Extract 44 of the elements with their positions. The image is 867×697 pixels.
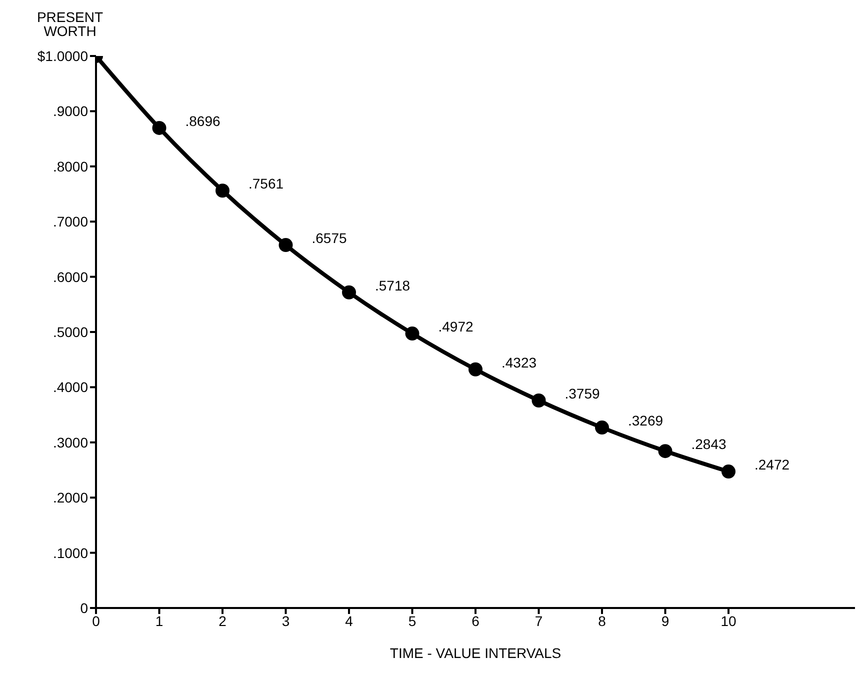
data-label: .3759 bbox=[564, 386, 600, 402]
data-label: .4323 bbox=[502, 354, 537, 370]
point bbox=[532, 394, 546, 408]
point bbox=[152, 120, 166, 135]
y-tick-label: 0 bbox=[80, 600, 88, 616]
point bbox=[278, 238, 293, 252]
x-tick-label: 5 bbox=[408, 612, 416, 629]
x-tick-label: 9 bbox=[661, 612, 670, 629]
point bbox=[342, 285, 356, 300]
point bbox=[216, 184, 230, 198]
y-tick-label: .4000 bbox=[52, 379, 88, 396]
point bbox=[595, 420, 609, 435]
point bbox=[658, 444, 672, 458]
point bbox=[405, 326, 420, 341]
data-label: .7561 bbox=[248, 176, 284, 192]
data-label: .6575 bbox=[312, 230, 347, 246]
y-tick-label: .8000 bbox=[52, 158, 88, 174]
x-tick-label: 0 bbox=[92, 612, 100, 629]
y-tick-label: .1000 bbox=[52, 544, 88, 561]
data-label: .3269 bbox=[628, 412, 664, 429]
data-label: .2472 bbox=[754, 456, 790, 473]
x-tick-label: 8 bbox=[598, 612, 606, 629]
y-tick-label: .2000 bbox=[52, 490, 88, 506]
x-tick-label: 10 bbox=[720, 612, 736, 629]
y-tick-label: .7000 bbox=[52, 214, 88, 230]
x-tick-label: 1 bbox=[155, 612, 164, 629]
x-axis-title: TIME - VALUE INTERVALS bbox=[390, 645, 562, 661]
y-tick-label: $1.0000 bbox=[37, 48, 88, 64]
data-label: .2843 bbox=[691, 436, 726, 452]
x-tick-label: 4 bbox=[345, 612, 354, 629]
point bbox=[468, 362, 482, 376]
x-tick-label: 3 bbox=[282, 612, 290, 629]
data-label: .5718 bbox=[375, 277, 410, 294]
y-axis-title: PRESENT WORTH bbox=[36, 9, 104, 39]
x-tick-label: 2 bbox=[218, 612, 227, 629]
data-label: .8696 bbox=[185, 112, 220, 129]
y-tick-label: .6000 bbox=[52, 268, 88, 285]
y-tick-label: .5000 bbox=[52, 324, 88, 340]
x-tick-label: 7 bbox=[534, 612, 543, 629]
data-label: .4972 bbox=[438, 318, 474, 335]
x-tick-label: 6 bbox=[472, 612, 480, 629]
y-tick-label: .3000 bbox=[52, 434, 88, 450]
y-tick-label: .9000 bbox=[52, 103, 88, 120]
point bbox=[722, 464, 736, 479]
